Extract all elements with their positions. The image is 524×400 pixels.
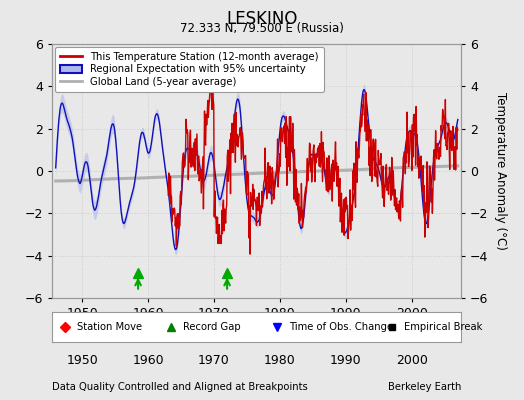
Text: 2000: 2000 bbox=[396, 354, 428, 367]
Text: 1950: 1950 bbox=[66, 354, 98, 367]
Text: Data Quality Controlled and Aligned at Breakpoints: Data Quality Controlled and Aligned at B… bbox=[52, 382, 308, 392]
Text: 1980: 1980 bbox=[264, 354, 296, 367]
Text: LESKINO: LESKINO bbox=[226, 10, 298, 28]
Text: Record Gap: Record Gap bbox=[183, 322, 241, 332]
Text: 72.333 N, 79.500 E (Russia): 72.333 N, 79.500 E (Russia) bbox=[180, 22, 344, 35]
Text: Empirical Break: Empirical Break bbox=[404, 322, 482, 332]
Text: 1960: 1960 bbox=[132, 354, 164, 367]
Text: Time of Obs. Change: Time of Obs. Change bbox=[289, 322, 394, 332]
Y-axis label: Temperature Anomaly (°C): Temperature Anomaly (°C) bbox=[494, 92, 507, 250]
Text: 1970: 1970 bbox=[198, 354, 230, 367]
Legend: This Temperature Station (12-month average), Regional Expectation with 95% uncer: This Temperature Station (12-month avera… bbox=[56, 47, 324, 92]
Text: Berkeley Earth: Berkeley Earth bbox=[388, 382, 461, 392]
Text: 1990: 1990 bbox=[330, 354, 362, 367]
Text: Station Move: Station Move bbox=[77, 322, 142, 332]
